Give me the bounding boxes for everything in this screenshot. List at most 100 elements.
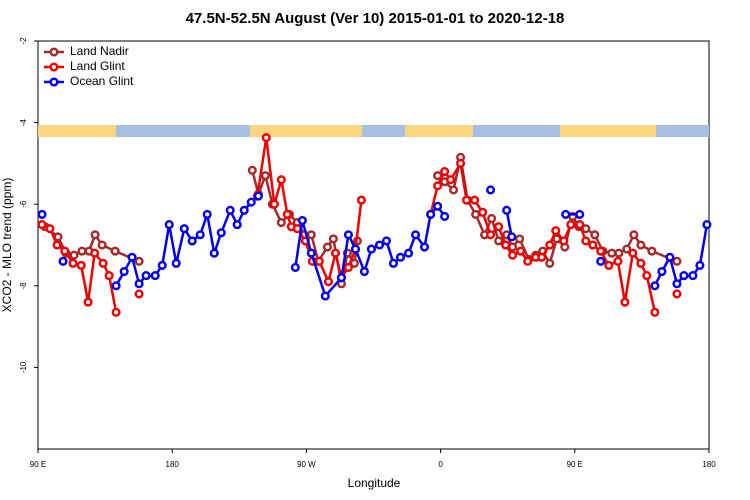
data-point xyxy=(672,256,682,266)
data-point xyxy=(195,230,205,240)
data-point xyxy=(575,220,585,230)
x-tick-label: 180 xyxy=(166,460,180,469)
data-point xyxy=(90,248,100,258)
data-point xyxy=(433,181,443,191)
data-point xyxy=(127,252,137,262)
legend-marker xyxy=(49,77,59,87)
data-point xyxy=(53,232,63,242)
data-point xyxy=(665,252,675,262)
data-point xyxy=(702,220,712,230)
data-point xyxy=(607,248,617,258)
data-point xyxy=(164,220,174,230)
data-point xyxy=(290,262,300,272)
data-point xyxy=(403,248,414,258)
land-band xyxy=(405,125,473,137)
data-point xyxy=(157,260,167,270)
data-point xyxy=(695,260,705,270)
data-point xyxy=(559,236,569,246)
data-point xyxy=(37,209,47,219)
legend-label: Land Nadir xyxy=(70,44,129,58)
data-point xyxy=(225,205,235,215)
data-point xyxy=(679,271,689,281)
data-point xyxy=(179,224,189,234)
x-tick-label: 180 xyxy=(702,460,716,469)
data-point xyxy=(37,220,47,230)
data-point xyxy=(141,271,151,281)
data-point xyxy=(501,240,511,250)
data-point xyxy=(98,258,108,268)
data-point xyxy=(83,297,93,307)
data-point xyxy=(433,171,443,181)
data-point xyxy=(440,211,450,221)
y-tick-label: -8 xyxy=(19,282,28,290)
data-point xyxy=(672,279,682,289)
data-point xyxy=(58,256,68,266)
data-point xyxy=(388,258,399,268)
data-point xyxy=(507,232,517,242)
data-point xyxy=(426,209,436,219)
data-point xyxy=(343,262,353,272)
data-point xyxy=(349,258,359,268)
data-point xyxy=(111,307,121,317)
data-point xyxy=(614,248,624,258)
data-point xyxy=(69,250,79,260)
legend-marker xyxy=(49,62,59,72)
data-point xyxy=(336,273,346,283)
data-point xyxy=(636,258,646,268)
data-point xyxy=(343,230,353,240)
data-point xyxy=(613,256,623,266)
data-point xyxy=(328,234,338,244)
data-point xyxy=(581,224,591,234)
x-axis-label: Longitude xyxy=(348,476,401,490)
surface-band xyxy=(38,125,709,137)
data-point xyxy=(470,195,480,205)
legend-marker xyxy=(49,47,59,57)
data-point xyxy=(433,201,443,211)
legend-label: Land Glint xyxy=(70,59,125,73)
data-point xyxy=(323,277,334,287)
data-point xyxy=(523,256,533,266)
plot-frame xyxy=(37,40,710,450)
data-point xyxy=(134,289,144,299)
data-point xyxy=(322,242,332,252)
data-point xyxy=(90,230,100,240)
data-point xyxy=(456,158,466,168)
data-point xyxy=(461,195,472,205)
data-point xyxy=(209,248,219,258)
data-point xyxy=(282,209,292,219)
data-point xyxy=(494,222,504,232)
data-point xyxy=(171,258,181,268)
data-point xyxy=(440,167,450,177)
data-point xyxy=(246,197,256,207)
ocean-band xyxy=(38,125,709,137)
data-point xyxy=(350,244,361,254)
data-point xyxy=(119,266,129,277)
land-band xyxy=(38,125,116,137)
data-point xyxy=(359,266,369,277)
data-point xyxy=(260,171,270,181)
data-point xyxy=(150,271,160,281)
data-point xyxy=(232,220,242,230)
land-band xyxy=(250,125,362,137)
data-point xyxy=(110,246,120,256)
land-band xyxy=(560,125,656,137)
data-point xyxy=(688,271,698,281)
data-point xyxy=(52,240,62,250)
data-point xyxy=(77,246,87,256)
data-point xyxy=(134,256,144,266)
data-point xyxy=(515,234,525,244)
data-point xyxy=(97,240,107,250)
data-point xyxy=(622,244,632,254)
data-point xyxy=(581,236,591,246)
data-point xyxy=(516,246,526,256)
data-point xyxy=(537,252,547,262)
data-point xyxy=(471,209,481,219)
data-point xyxy=(650,307,660,317)
data-point xyxy=(647,246,657,256)
data-point xyxy=(366,244,376,254)
data-point xyxy=(596,256,606,266)
data-point xyxy=(419,242,430,252)
data-point xyxy=(276,175,286,185)
data-point xyxy=(620,297,630,307)
